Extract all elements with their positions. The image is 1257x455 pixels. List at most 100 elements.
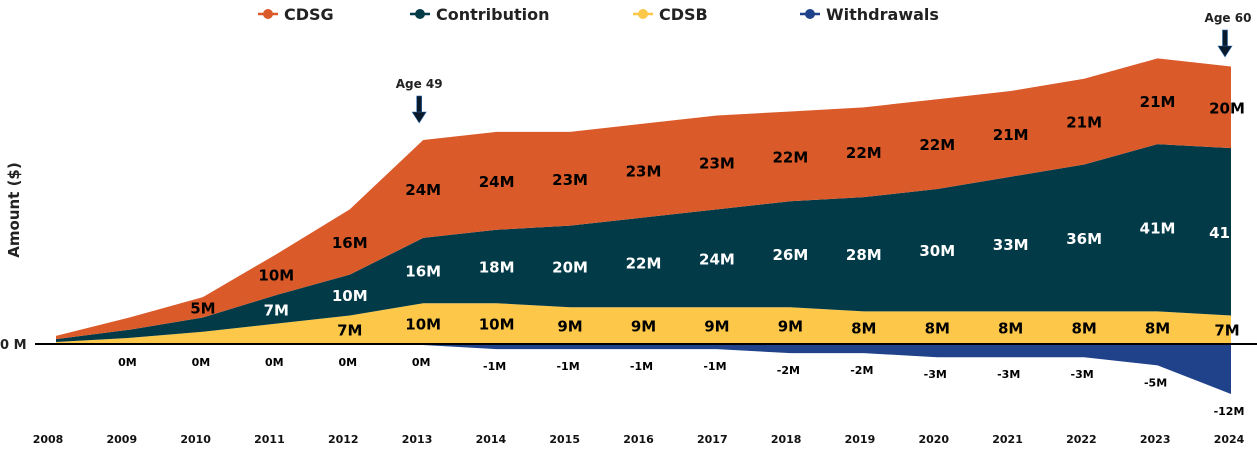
data-label-contribution: 36M xyxy=(1066,230,1102,248)
x-axis-ticks: 2008 2009 2010 2011 2012 2013 2014 2015 2016 2017… xyxy=(33,433,1245,446)
data-label-contribution: 24M xyxy=(699,250,735,268)
x-tick-label: 2022 xyxy=(1066,433,1097,446)
data-label-cdsb: 8M xyxy=(1071,320,1096,338)
data-label-contribution: 20M xyxy=(552,258,588,276)
data-label-withdrawals: -12M xyxy=(1214,405,1245,418)
data-label-cdsg: 16M xyxy=(332,234,368,252)
legend-marker-dot xyxy=(415,9,425,19)
data-labels: 7M 10M 10M 9M 9M 9M 9M 8M 8M 8M 8M 8M 7M 7M 10M 16M 18M 2… xyxy=(118,93,1245,418)
area-cdsb xyxy=(56,303,1231,344)
arrow-shaft xyxy=(416,95,422,115)
data-label-cdsb: 9M xyxy=(631,318,656,336)
data-label-contribution: 22M xyxy=(626,254,662,272)
data-label-cdsg: 5M xyxy=(190,299,215,317)
data-label-cdsb: 8M xyxy=(925,320,950,338)
x-tick-label: 2011 xyxy=(254,433,285,446)
data-label-cdsg: 22M xyxy=(919,136,955,154)
data-label-cdsg: 21M xyxy=(1140,93,1176,111)
legend-item-cdsg: CDSG xyxy=(258,5,334,24)
x-tick-label: 2021 xyxy=(992,433,1023,446)
data-label-cdsb: 8M xyxy=(1145,320,1170,338)
data-label-cdsg: 22M xyxy=(772,148,808,166)
data-label-cdsb: 8M xyxy=(851,320,876,338)
data-label-contribution: 41M xyxy=(1209,224,1245,242)
data-label-withdrawals: -3M xyxy=(1071,368,1094,381)
arrow-head xyxy=(411,111,427,124)
data-label-withdrawals: 0M xyxy=(338,356,357,369)
down-arrow-icon xyxy=(411,95,427,124)
x-tick-label: 2024 xyxy=(1214,433,1245,446)
data-label-contribution: 33M xyxy=(993,236,1029,254)
data-label-cdsb: 10M xyxy=(479,316,515,334)
arrow-head xyxy=(1217,45,1233,58)
data-label-withdrawals: 0M xyxy=(118,356,137,369)
legend-label: Withdrawals xyxy=(826,5,939,24)
legend: CDSG Contribution CDSB Withdrawals xyxy=(258,5,939,24)
data-label-withdrawals: -2M xyxy=(777,364,800,377)
legend-label: CDSG xyxy=(284,5,334,24)
data-label-cdsg: 21M xyxy=(1066,114,1102,132)
data-label-contribution: 16M xyxy=(405,263,441,281)
x-tick-label: 2009 xyxy=(107,433,138,446)
legend-item-cdsb: CDSB xyxy=(633,5,708,24)
area-withdrawals xyxy=(56,344,1231,394)
data-label-withdrawals: -1M xyxy=(630,360,653,373)
x-tick-label: 2017 xyxy=(697,433,728,446)
annotations: Age 49 Age 60 xyxy=(396,11,1252,124)
x-tick-label: 2019 xyxy=(845,433,876,446)
data-label-withdrawals: 0M xyxy=(412,356,431,369)
data-label-cdsg: 22M xyxy=(846,144,882,162)
data-label-cdsb: 8M xyxy=(998,320,1023,338)
data-label-cdsb: 10M xyxy=(405,316,441,334)
data-label-cdsg: 24M xyxy=(479,173,515,191)
data-label-withdrawals: -1M xyxy=(483,360,506,373)
data-label-cdsg: 24M xyxy=(405,181,441,199)
data-label-withdrawals: -2M xyxy=(850,364,873,377)
data-label-cdsg: 23M xyxy=(699,154,735,172)
legend-item-contribution: Contribution xyxy=(410,5,550,24)
down-arrow-icon xyxy=(1217,29,1233,58)
x-tick-label: 2020 xyxy=(918,433,949,446)
areas xyxy=(56,58,1231,394)
arrow-shaft xyxy=(1222,29,1228,49)
data-label-contribution: 30M xyxy=(919,242,955,260)
data-label-cdsb: 9M xyxy=(778,318,803,336)
legend-marker-dot xyxy=(805,9,815,19)
x-tick-label: 2023 xyxy=(1140,433,1171,446)
legend-item-withdrawals: Withdrawals xyxy=(800,5,939,24)
data-label-contribution: 18M xyxy=(479,258,515,276)
legend-marker-dot xyxy=(638,9,648,19)
data-label-withdrawals: -1M xyxy=(703,360,726,373)
data-label-withdrawals: -3M xyxy=(924,368,947,381)
x-tick-label: 2015 xyxy=(549,433,580,446)
data-label-withdrawals: -1M xyxy=(556,360,579,373)
x-tick-label: 2013 xyxy=(402,433,433,446)
data-label-cdsb: 9M xyxy=(704,318,729,336)
y-axis-label: Amount ($) xyxy=(5,162,23,257)
data-label-cdsg: 23M xyxy=(626,163,662,181)
data-label-contribution: 7M xyxy=(264,301,289,319)
data-label-contribution: 28M xyxy=(846,246,882,264)
data-label-withdrawals: 0M xyxy=(192,356,211,369)
x-tick-label: 2008 xyxy=(33,433,64,446)
data-label-withdrawals: 0M xyxy=(265,356,284,369)
annotation-label: Age 60 xyxy=(1205,11,1252,25)
data-label-contribution: 26M xyxy=(772,246,808,264)
data-label-cdsb: 9M xyxy=(557,318,582,336)
data-label-cdsg: 20M xyxy=(1209,99,1245,117)
x-tick-label: 2012 xyxy=(328,433,359,446)
x-tick-label: 2018 xyxy=(771,433,802,446)
data-label-withdrawals: -3M xyxy=(997,368,1020,381)
data-label-cdsb: 7M xyxy=(337,322,362,340)
x-tick-label: 2014 xyxy=(476,433,507,446)
legend-marker-dot xyxy=(263,9,273,19)
area-contribution xyxy=(56,144,1231,342)
data-label-cdsb: 7M xyxy=(1214,322,1239,340)
data-label-contribution: 10M xyxy=(332,287,368,305)
data-label-cdsg: 21M xyxy=(993,126,1029,144)
data-label-cdsg: 10M xyxy=(258,267,294,285)
legend-label: CDSB xyxy=(659,5,708,24)
zero-tick-label: 0 M xyxy=(0,338,27,353)
data-label-cdsg: 23M xyxy=(552,171,588,189)
